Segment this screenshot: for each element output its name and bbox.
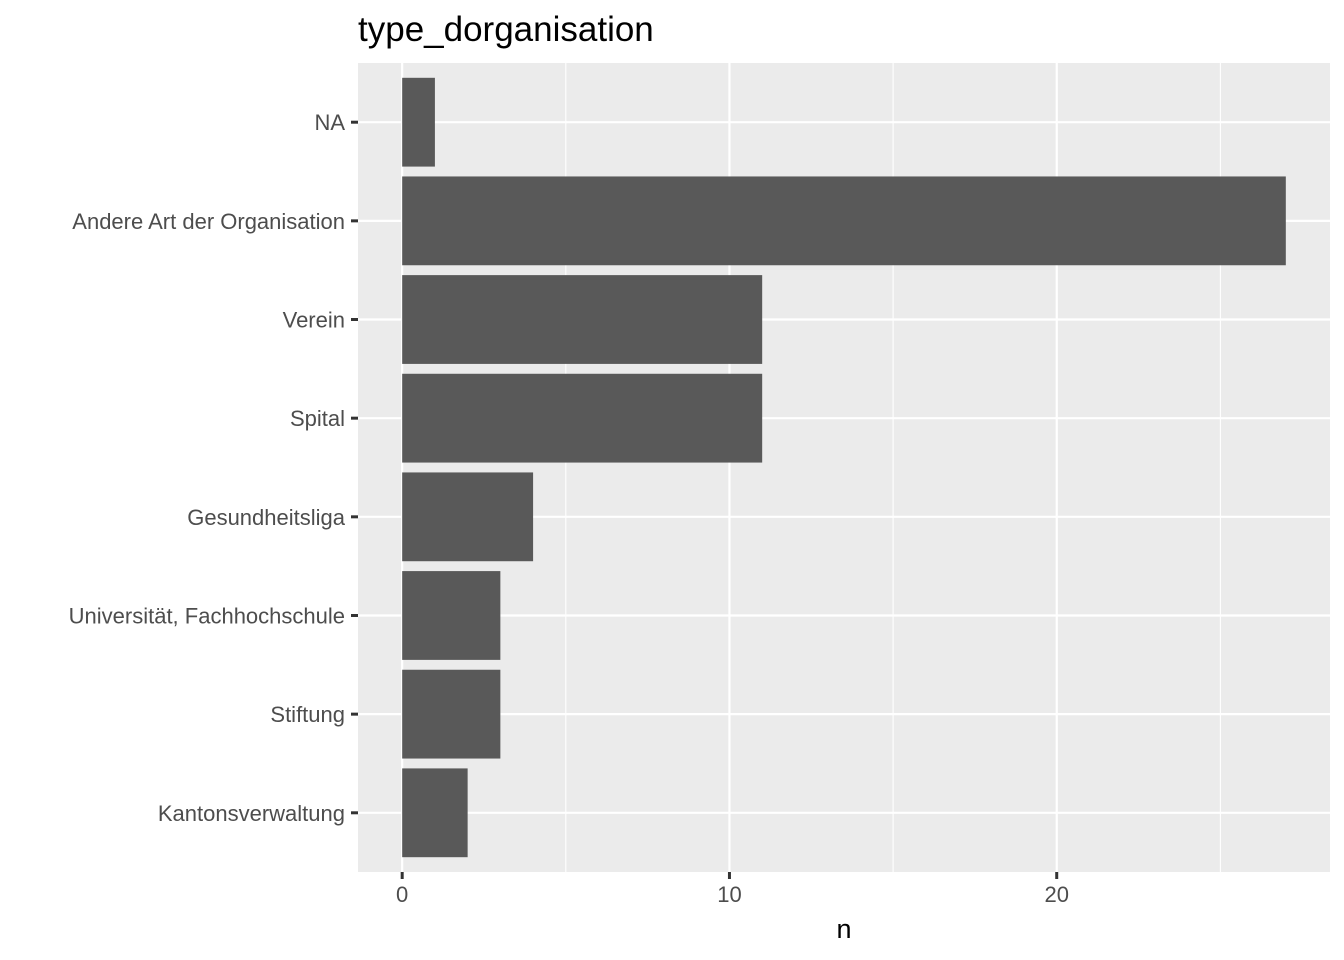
- x-tick-label: 20: [1044, 882, 1068, 907]
- y-tick-label: Universität, Fachhochschule: [69, 603, 345, 628]
- y-tick-label: NA: [314, 110, 345, 135]
- chart-title: type_dorganisation: [358, 10, 654, 49]
- y-axis: NA Andere Art der Organisation Verein Spita…: [69, 110, 358, 826]
- bar: [402, 176, 1286, 266]
- bar: [402, 373, 763, 463]
- bar: [402, 472, 534, 562]
- y-tick-label: Spital: [290, 406, 345, 431]
- bars: [402, 77, 1286, 858]
- x-axis: 0 10 20: [396, 872, 1069, 907]
- x-tick-label: 10: [717, 882, 741, 907]
- bar: [402, 77, 435, 167]
- y-tick-label: Gesundheitsliga: [187, 505, 346, 530]
- x-tick-label: 0: [396, 882, 408, 907]
- y-tick-label: Andere Art der Organisation: [72, 209, 345, 234]
- y-tick-label: Stiftung: [270, 702, 345, 727]
- bar: [402, 275, 763, 364]
- y-tick-label: Kantonsverwaltung: [158, 801, 345, 826]
- bar: [402, 669, 501, 759]
- x-axis-title: n: [836, 914, 851, 944]
- y-tick-label: Verein: [283, 308, 345, 333]
- bar: [402, 571, 501, 660]
- bar: [402, 768, 468, 858]
